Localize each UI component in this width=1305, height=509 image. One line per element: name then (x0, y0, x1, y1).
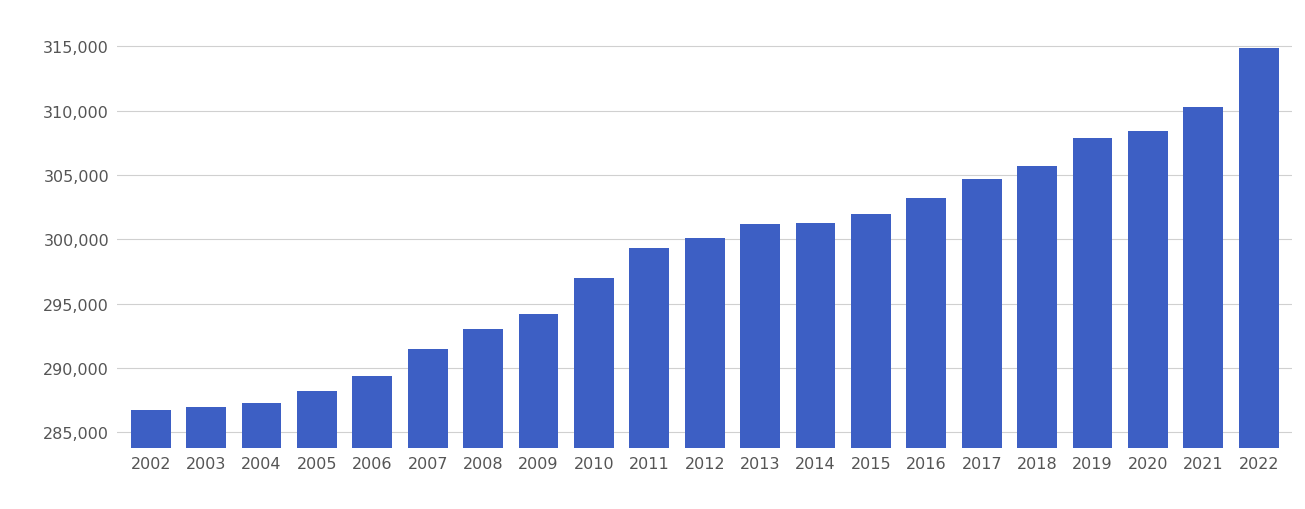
Bar (407, 349, 448, 509)
Bar (518, 315, 559, 509)
Bar (1073, 138, 1112, 509)
Bar (1017, 167, 1057, 509)
Bar (1128, 132, 1168, 509)
Bar (241, 403, 282, 509)
Bar (796, 223, 835, 509)
Bar (130, 411, 171, 509)
Bar (187, 407, 226, 509)
Bar (1184, 108, 1223, 509)
Bar (629, 249, 669, 509)
Bar (1238, 49, 1279, 509)
Bar (685, 239, 724, 509)
Bar (352, 376, 393, 509)
Bar (907, 199, 946, 509)
Bar (740, 224, 780, 509)
Bar (463, 330, 502, 509)
Bar (298, 391, 337, 509)
Bar (574, 278, 613, 509)
Bar (962, 180, 1002, 509)
Bar (851, 214, 891, 509)
